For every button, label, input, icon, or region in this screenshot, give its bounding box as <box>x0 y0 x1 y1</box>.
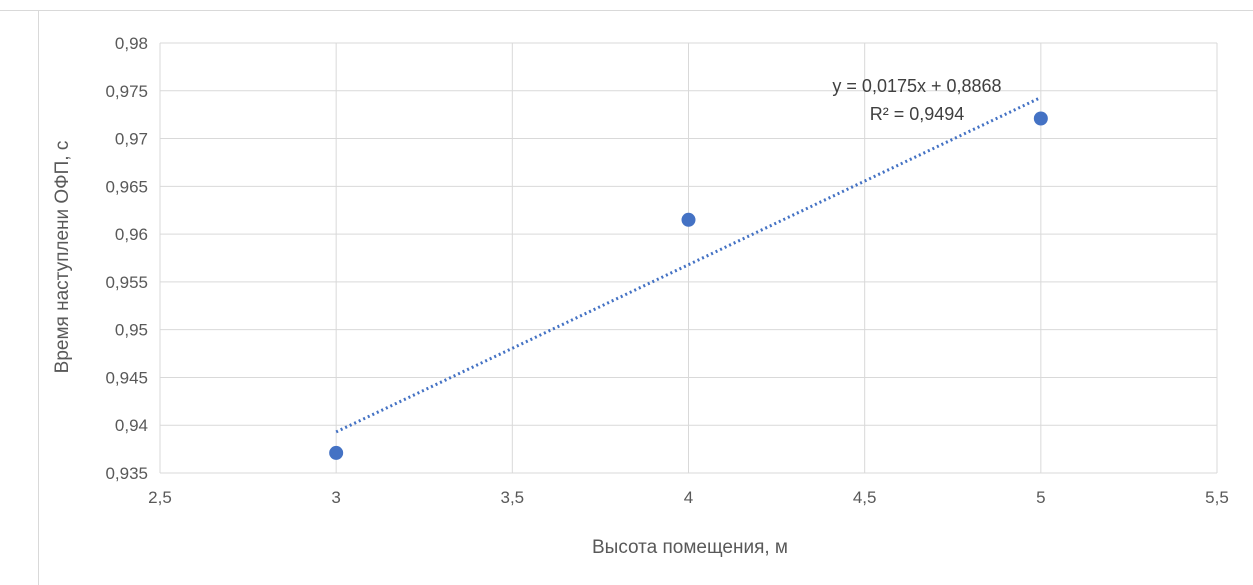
y-tick-label: 0,945 <box>105 368 148 387</box>
x-tick-label: 4 <box>684 488 693 507</box>
x-tick-label: 5 <box>1036 488 1045 507</box>
trendline-group <box>335 96 1042 434</box>
data-point <box>681 212 696 227</box>
chart-border-top <box>0 10 1253 11</box>
linear-trendline <box>335 96 1042 434</box>
y-axis-title: Время наступлени ОФП, с <box>52 141 73 374</box>
data-point <box>1033 111 1048 126</box>
chart-border-left <box>38 10 39 585</box>
y-tick-label: 0,96 <box>115 225 148 244</box>
trendline-r-squared: R² = 0,9494 <box>870 104 965 124</box>
y-tick-label: 0,95 <box>115 321 148 340</box>
x-tick-label: 3 <box>331 488 340 507</box>
gridlines <box>159 42 1218 474</box>
x-axis-ticks: 2,5 3 3,5 4 4,5 5 5,5 <box>148 488 1229 507</box>
data-point <box>329 445 344 460</box>
y-tick-label: 0,955 <box>105 273 148 292</box>
y-axis-ticks: 0,935 0,94 0,945 0,95 0,955 0,96 0,965 0,97 0,97… <box>105 34 148 483</box>
y-tick-label: 0,98 <box>115 34 148 53</box>
x-tick-label: 4,5 <box>853 488 877 507</box>
y-tick-label: 0,94 <box>115 416 148 435</box>
x-tick-label: 2,5 <box>148 488 172 507</box>
y-tick-label: 0,975 <box>105 82 148 101</box>
y-tick-label: 0,97 <box>115 130 148 149</box>
data-points <box>329 111 1048 460</box>
y-tick-label: 0,935 <box>105 464 148 483</box>
y-tick-label: 0,965 <box>105 177 148 196</box>
trendline-equation: y = 0,0175x + 0,8868 <box>832 76 1001 96</box>
x-axis-title: Высота помещения, м <box>592 537 788 558</box>
x-tick-label: 5,5 <box>1205 488 1229 507</box>
x-tick-label: 3,5 <box>501 488 525 507</box>
